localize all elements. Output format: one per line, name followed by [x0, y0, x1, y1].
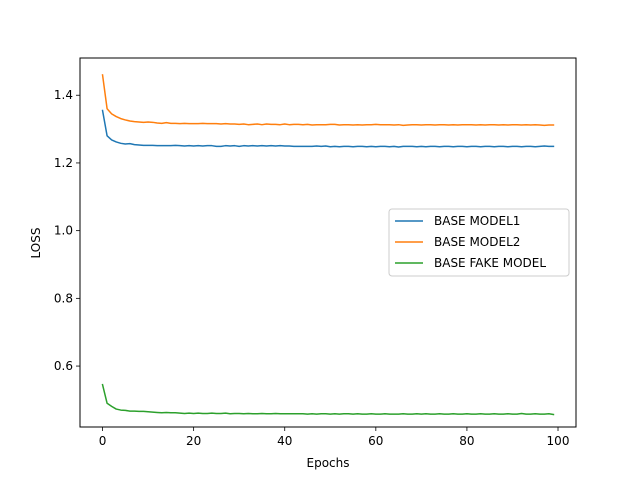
legend-label: BASE MODEL1	[434, 214, 520, 228]
x-tick-label: 0	[99, 434, 107, 448]
x-axis: 0 20 40 60 80 100	[99, 427, 570, 448]
x-tick-label: 100	[547, 434, 570, 448]
series-line-3	[101, 383, 555, 416]
legend-box	[388, 208, 570, 277]
series-line-1	[101, 109, 555, 148]
y-tick-label: 1.4	[54, 88, 73, 102]
x-tick-label: 60	[368, 434, 383, 448]
x-axis-label: Epochs	[307, 456, 350, 470]
y-tick-label: 1.2	[54, 156, 73, 170]
legend: BASE MODEL1 BASE MODEL2 BASE FAKE MODEL	[388, 208, 570, 277]
y-tick-label: 0.8	[54, 291, 73, 305]
y-tick-label: 0.6	[54, 359, 73, 373]
x-tick-label: 20	[186, 434, 201, 448]
x-tick-label: 80	[459, 434, 474, 448]
y-axis: 0.6 0.8 1.0 1.2 1.4	[54, 88, 80, 373]
x-tick-label: 40	[277, 434, 292, 448]
legend-label: BASE FAKE MODEL	[434, 256, 546, 270]
y-axis-label: LOSS	[29, 228, 43, 259]
y-tick-label: 1.0	[54, 224, 73, 238]
series-line-2	[101, 74, 555, 127]
legend-label: BASE MODEL2	[434, 235, 520, 249]
plot-frame	[79, 57, 577, 428]
series-layer	[101, 74, 555, 416]
